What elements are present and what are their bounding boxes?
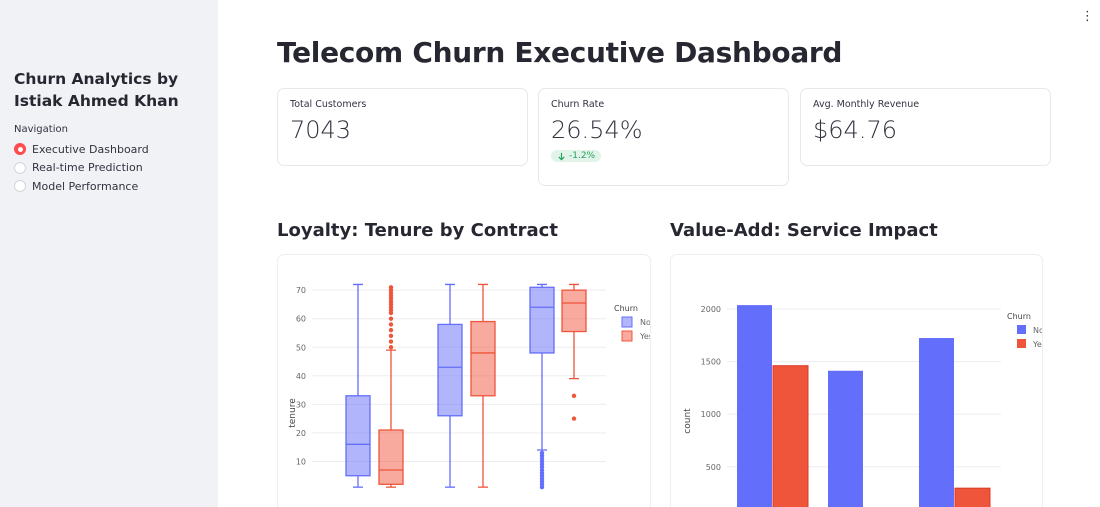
y-tick-label: 1500 [701, 358, 721, 367]
sidebar-title: Churn Analytics by Istiak Ahmed Khan [14, 70, 179, 110]
box-outlier-point [388, 322, 394, 327]
legend-entry-label: Yes [639, 332, 651, 341]
legend-swatch-yes [1017, 339, 1026, 348]
y-tick-label: 70 [296, 286, 306, 295]
box-iqr-no [345, 395, 371, 477]
legend-title: Churn [1007, 312, 1031, 321]
legend-swatch-yes [621, 330, 633, 342]
nav-option-real-time-prediction[interactable]: Real-time Prediction [14, 159, 204, 178]
y-tick-label: 30 [296, 400, 306, 409]
legend-swatch-no [621, 316, 633, 328]
y-tick-label: 1000 [701, 410, 721, 419]
box-outlier-point [388, 339, 394, 344]
y-tick-label: 2000 [701, 305, 721, 314]
metric-total-customers: Total Customers 7043 [277, 88, 528, 166]
box-outlier-point [388, 333, 394, 339]
radio-selected-icon[interactable] [14, 143, 26, 156]
box-outlier-point [539, 450, 545, 456]
nav-option-label: Real-time Prediction [32, 161, 143, 175]
metric-value: 26.54% [551, 116, 643, 144]
radio-unselected-icon[interactable] [14, 180, 26, 193]
legend-title: Churn [614, 304, 638, 313]
arrow-down-icon [558, 152, 565, 160]
nav-option-label: Executive Dashboard [32, 142, 149, 156]
box-iqr-no [529, 286, 555, 354]
section-title-loyalty: Loyalty: Tenure by Contract [277, 220, 558, 241]
box-outlier-point [388, 316, 394, 321]
box-iqr-yes [561, 289, 587, 333]
bar-no [919, 338, 954, 507]
box-outlier-point [571, 416, 577, 421]
nav-option-model-performance[interactable]: Model Performance [14, 177, 204, 196]
section-title-value-add: Value-Add: Service Impact [670, 220, 938, 241]
bar-yes [954, 487, 991, 507]
metric-delta-badge: -1.2% [551, 150, 602, 162]
box-iqr-yes [470, 320, 496, 397]
box-outlier-point [388, 327, 394, 333]
bar-no [828, 370, 863, 507]
y-tick-label: 20 [296, 429, 306, 438]
metric-value: 7043 [290, 116, 352, 144]
navigation-label: Navigation [14, 124, 68, 135]
navigation-radio-group: Executive Dashboard Real-time Prediction… [14, 140, 204, 196]
metric-label: Avg. Monthly Revenue [813, 99, 920, 110]
y-tick-label: 10 [296, 457, 306, 466]
box-iqr-yes [378, 429, 404, 485]
y-tick-label: 50 [296, 343, 306, 352]
y-tick-label: 500 [706, 463, 721, 472]
main-content: Telecom Churn Executive Dashboard Total … [218, 0, 1100, 507]
metric-avg-monthly-revenue: Avg. Monthly Revenue $64.76 [800, 88, 1051, 166]
box-outlier-point [388, 285, 394, 290]
page-title: Telecom Churn Executive Dashboard [277, 36, 843, 69]
nav-option-executive-dashboard[interactable]: Executive Dashboard [14, 140, 204, 159]
metric-churn-rate: Churn Rate 26.54% -1.2% [538, 88, 789, 186]
sidebar: Churn Analytics by Istiak Ahmed Khan Nav… [0, 0, 218, 507]
box-iqr-no [437, 323, 463, 417]
legend-entry-label: No [640, 318, 651, 327]
y-axis-title: count [683, 408, 693, 434]
metric-label: Total Customers [290, 99, 367, 110]
metric-label: Churn Rate [551, 99, 605, 110]
y-tick-label: 60 [296, 315, 306, 324]
radio-unselected-icon[interactable] [14, 161, 26, 174]
metric-value: $64.76 [813, 116, 897, 144]
nav-option-label: Model Performance [32, 179, 139, 193]
kebab-icon[interactable]: ⋮ [1081, 9, 1094, 24]
box-outlier-point [571, 393, 577, 398]
legend-entry-label: Yes [1032, 340, 1043, 349]
bar-no [737, 305, 772, 507]
y-axis-title: tenure [288, 398, 298, 428]
legend-entry-label: No [1033, 326, 1043, 335]
metric-delta-value: -1.2% [569, 151, 596, 161]
box-outlier-point [388, 345, 394, 350]
legend-swatch-no [1017, 325, 1026, 334]
y-tick-label: 40 [296, 372, 306, 381]
bar-yes [772, 365, 809, 507]
